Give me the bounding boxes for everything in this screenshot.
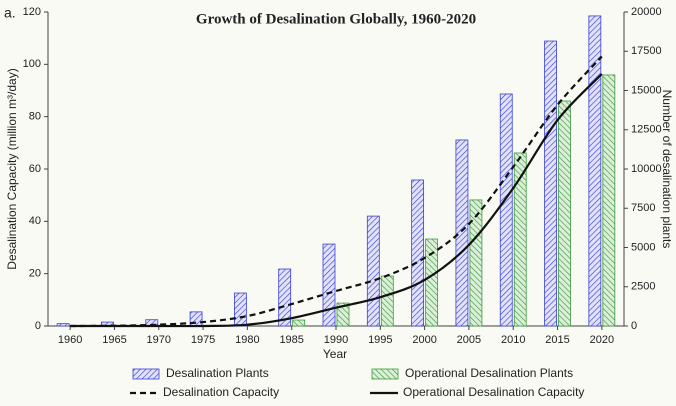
y2-tick-label: 20000 [631, 6, 662, 18]
x-tick-label: 1975 [191, 334, 215, 346]
bar [411, 179, 425, 327]
y2-tick-label: 17500 [631, 45, 662, 57]
bar [56, 323, 70, 327]
bar [544, 40, 557, 327]
y2-tick-label: 5000 [631, 241, 655, 253]
legend-label: Operational Desalination Plants [405, 366, 573, 380]
bar [278, 268, 292, 327]
bar [322, 243, 336, 327]
y-axis-label: Desalination Capacity (million m³/day) [5, 68, 19, 269]
x-axis-label: Year [323, 347, 347, 361]
legend-swatch [132, 368, 160, 380]
x-tick-label: 2005 [457, 334, 481, 346]
x-tick-label: 1985 [279, 334, 303, 346]
x-tick-label: 2010 [501, 334, 525, 346]
y2-tick-label: 2500 [631, 281, 655, 293]
x-tick-label: 1980 [235, 334, 259, 346]
y2-tick-label: 12500 [631, 124, 662, 136]
legend-label: Desalination Capacity [163, 385, 279, 399]
bar [469, 199, 483, 327]
bar [366, 215, 380, 327]
y2-tick-label: 7500 [631, 202, 655, 214]
bar [233, 292, 247, 327]
y2-axis-label: Number of desalination plants [660, 90, 674, 249]
chart-title: Growth of Desalination Globally, 1960-20… [196, 11, 476, 27]
y2-tick-label: 10000 [631, 163, 662, 175]
x-tick-label: 2000 [412, 334, 436, 346]
x-tick-label: 1995 [368, 334, 392, 346]
y-tick-label: 60 [29, 163, 41, 175]
legend-label: Desalination Plants [166, 366, 269, 380]
bar [602, 74, 616, 327]
y-tick-label: 40 [29, 215, 41, 227]
line [70, 73, 603, 328]
x-tick-label: 1970 [147, 334, 171, 346]
bar [455, 139, 469, 327]
bar [588, 15, 602, 327]
x-tick-label: 2015 [545, 334, 569, 346]
y2-tick-label: 15000 [631, 84, 662, 96]
panel-label: a. [4, 5, 16, 21]
line [70, 55, 603, 328]
legend-swatch [371, 368, 399, 380]
y-tick-label: 0 [35, 320, 41, 332]
y-tick-label: 80 [29, 111, 41, 123]
x-tick-label: 1960 [58, 334, 82, 346]
bar [292, 319, 306, 327]
bar [499, 93, 513, 327]
x-tick-label: 1965 [102, 334, 126, 346]
bar [425, 238, 439, 327]
legend-label: Operational Desalination Capacity [403, 385, 584, 399]
bar [336, 302, 350, 327]
y-tick-label: 120 [23, 6, 41, 18]
bar [513, 152, 527, 327]
bar [380, 275, 394, 327]
x-tick-label: 2020 [590, 334, 614, 346]
y-tick-label: 100 [23, 58, 41, 70]
x-tick-label: 1990 [324, 334, 348, 346]
y-tick-label: 20 [29, 268, 41, 280]
bar [558, 100, 571, 327]
y2-tick-label: 0 [631, 320, 637, 332]
